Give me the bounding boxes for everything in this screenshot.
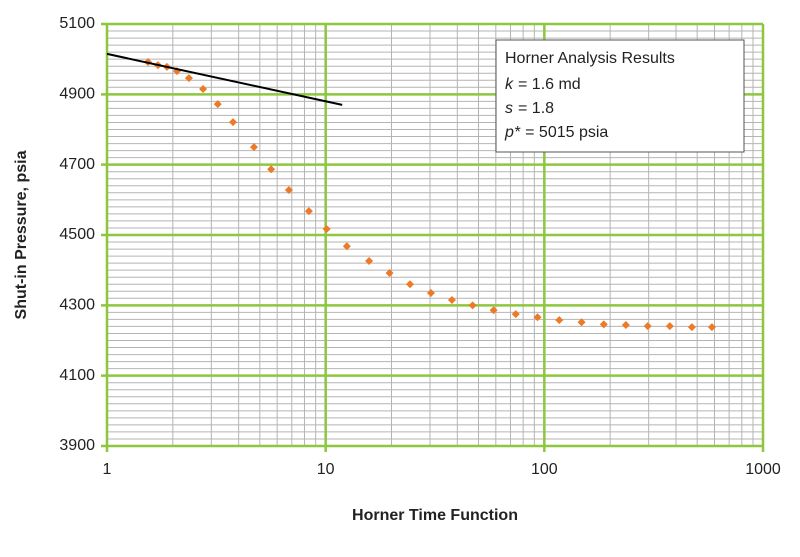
y-tick-label: 5100 xyxy=(59,15,95,32)
data-point xyxy=(322,225,331,234)
annotation-line: p* = 5015 psia xyxy=(504,124,608,141)
data-point xyxy=(405,280,414,289)
trend-line xyxy=(106,52,343,106)
annotation-box xyxy=(495,39,745,153)
annotation-line: s = 1.8 xyxy=(505,100,554,117)
data-point xyxy=(599,320,608,329)
annotation-symbol: k xyxy=(505,76,514,93)
data-point xyxy=(643,322,652,331)
y-tick-label: 4100 xyxy=(59,367,95,384)
x-tick-label: 1000 xyxy=(745,461,781,478)
data-point xyxy=(621,321,630,330)
data-point xyxy=(511,310,520,319)
y-tick-label: 4700 xyxy=(59,156,95,173)
annotation-text: = 1.6 md xyxy=(518,76,581,93)
data-point xyxy=(304,207,313,216)
data-point xyxy=(184,74,193,83)
data-point xyxy=(533,313,542,322)
annotation-title: Horner Analysis Results xyxy=(505,50,675,67)
data-point xyxy=(249,143,258,152)
data-point xyxy=(267,165,276,174)
annotation-text: = 1.8 xyxy=(518,100,554,117)
x-axis-title: Horner Time Function xyxy=(352,507,518,524)
x-tick-label: 1 xyxy=(103,461,112,478)
data-point xyxy=(687,323,696,332)
data-point xyxy=(707,323,716,332)
x-tick-label: 100 xyxy=(531,461,558,478)
data-point xyxy=(199,85,208,94)
data-point xyxy=(468,301,477,310)
data-point xyxy=(284,185,293,194)
data-point xyxy=(577,318,586,327)
annotation-symbol: p* xyxy=(504,124,521,141)
data-point xyxy=(489,306,498,315)
x-tick-label: 10 xyxy=(317,461,335,478)
annotation-symbol: s xyxy=(505,100,513,117)
y-tick-label: 4500 xyxy=(59,226,95,243)
y-tick-label: 3900 xyxy=(59,437,95,454)
y-axis-title: Shut-in Pressure, psia xyxy=(13,150,30,319)
data-point xyxy=(665,322,674,331)
data-point xyxy=(426,289,435,298)
data-point xyxy=(365,257,374,266)
data-point xyxy=(213,100,222,109)
y-tick-label: 4300 xyxy=(59,297,95,314)
data-point xyxy=(342,242,351,251)
data-point xyxy=(555,316,564,325)
data-point xyxy=(447,296,456,305)
data-point xyxy=(229,118,238,127)
data-point xyxy=(385,268,394,277)
annotation-text: = 5015 psia xyxy=(525,124,608,141)
annotation-line: k = 1.6 md xyxy=(505,76,581,93)
y-tick-label: 4900 xyxy=(59,86,95,103)
